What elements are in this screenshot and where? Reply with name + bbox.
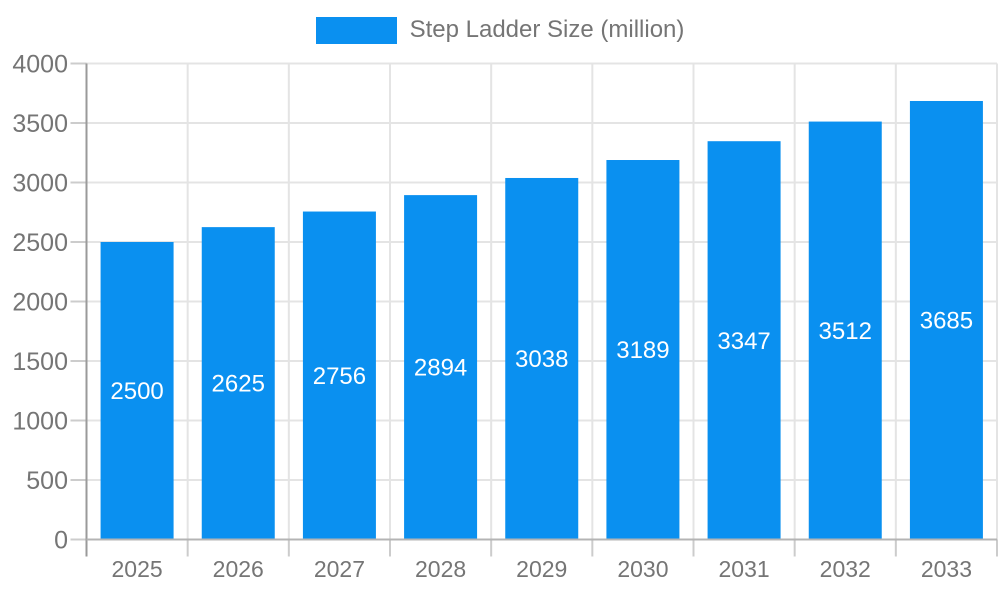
y-axis-label: 2500	[12, 229, 68, 257]
y-axis-label: 0	[54, 526, 68, 554]
x-axis-label: 2032	[820, 556, 871, 582]
legend-swatch	[315, 16, 397, 44]
bar-value-label: 3038	[515, 346, 568, 373]
bar-value-label: 2500	[110, 378, 163, 405]
x-axis-label: 2033	[921, 556, 972, 582]
legend-item-step-ladder-size[interactable]: Step Ladder Size (million)	[315, 16, 685, 44]
bar-2027[interactable]	[302, 211, 376, 540]
chart-legend: Step Ladder Size (million)	[0, 16, 1000, 44]
bar-2025[interactable]	[100, 242, 174, 540]
bar-2033[interactable]	[909, 100, 983, 540]
bar-2029[interactable]	[505, 177, 579, 540]
x-axis-label: 2025	[111, 556, 162, 582]
bar-2032[interactable]	[808, 121, 882, 540]
legend-label: Step Ladder Size (million)	[409, 16, 685, 43]
x-axis-label: 2031	[718, 556, 769, 582]
bar-value-label: 3685	[920, 308, 973, 335]
x-axis-label: 2030	[617, 556, 668, 582]
y-axis-label: 3000	[12, 169, 68, 197]
bar-value-label: 2756	[313, 363, 366, 390]
bar-2030[interactable]	[606, 160, 680, 540]
bar-value-label: 2625	[212, 371, 265, 398]
y-axis-label: 1000	[12, 407, 68, 435]
bar-2031[interactable]	[707, 141, 781, 540]
bar-value-label: 3189	[616, 337, 669, 364]
x-axis-label: 2026	[213, 556, 264, 582]
y-axis-label: 4000	[12, 50, 68, 78]
y-axis-label: 1500	[12, 348, 68, 376]
bar-value-label: 3347	[717, 328, 770, 355]
x-axis-label: 2029	[516, 556, 567, 582]
bar-2026[interactable]	[201, 227, 275, 540]
y-axis-label: 3500	[12, 110, 68, 138]
x-axis-label: 2027	[314, 556, 365, 582]
x-axis-label: 2028	[415, 556, 466, 582]
bar-value-label: 3512	[819, 318, 872, 345]
y-axis-label: 2000	[12, 288, 68, 316]
bar-2028[interactable]	[404, 195, 478, 540]
bar-value-label: 2894	[414, 355, 467, 382]
y-axis-label: 500	[26, 467, 68, 495]
